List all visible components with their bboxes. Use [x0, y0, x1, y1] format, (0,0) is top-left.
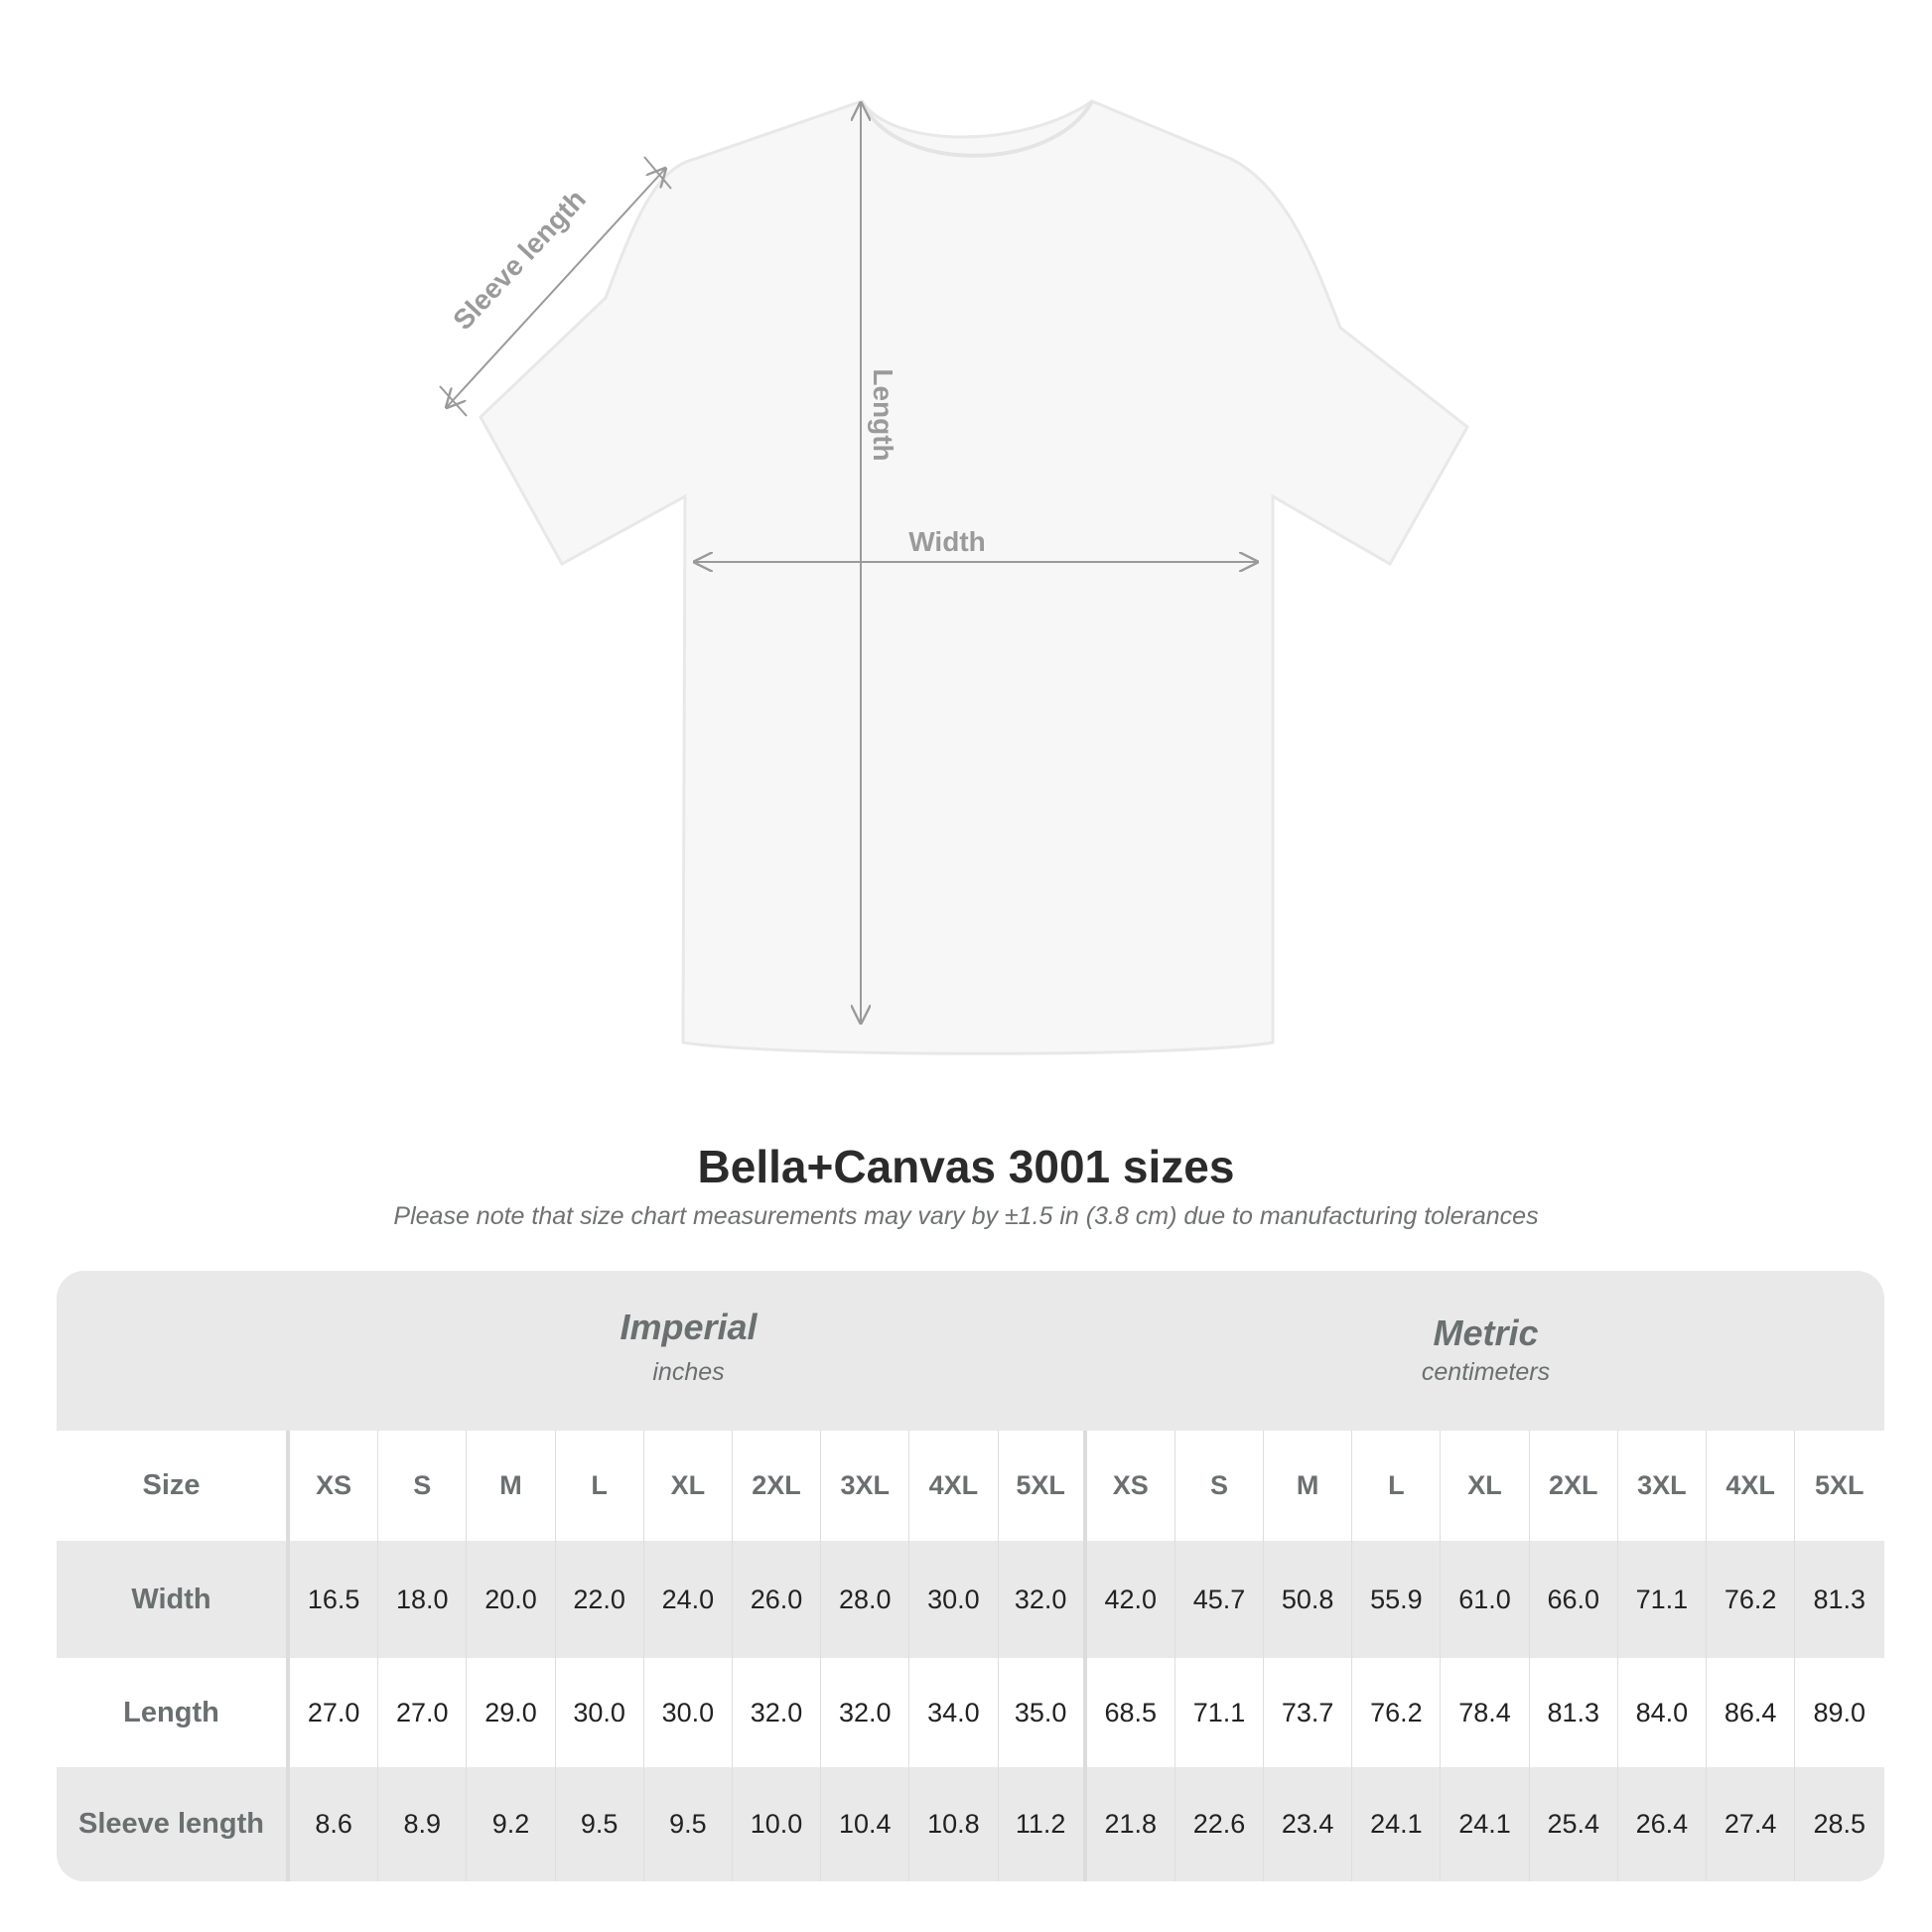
- imperial-cell: 30.0: [909, 1541, 999, 1658]
- metric-cell: 66.0: [1530, 1541, 1618, 1658]
- imperial-cell: 9.5: [556, 1767, 644, 1881]
- metric-title: Metric: [1433, 1312, 1539, 1353]
- metric-cell: 45.7: [1175, 1541, 1265, 1658]
- row-label: Width: [57, 1541, 290, 1658]
- imperial-header: Imperial inches: [290, 1271, 1087, 1431]
- imperial-cell: 9.2: [467, 1767, 556, 1881]
- metric-cell: 71.1: [1175, 1658, 1265, 1767]
- metric-cell: 27.4: [1707, 1767, 1796, 1881]
- imperial-cell: 35.0: [999, 1658, 1087, 1767]
- table-row: Length 27.0 27.0 29.0 30.0 30.0 32.0 32.0 34.0 35…: [57, 1658, 1884, 1767]
- imperial-cell: 30.0: [556, 1658, 644, 1767]
- imperial-cell: 27.0: [378, 1658, 468, 1767]
- metric-size-header: XL: [1441, 1431, 1530, 1541]
- metric-cell: 42.0: [1087, 1541, 1175, 1658]
- metric-header: Metric centimeters: [1087, 1271, 1884, 1431]
- metric-cell: 76.2: [1707, 1541, 1796, 1658]
- width-label: Width: [908, 526, 986, 557]
- metric-cell: 50.8: [1264, 1541, 1353, 1658]
- metric-cell: 71.1: [1618, 1541, 1707, 1658]
- tshirt-collar: [860, 100, 1094, 158]
- metric-cell: 28.5: [1813, 1809, 1866, 1839]
- imperial-cell: 10.4: [821, 1767, 910, 1881]
- metric-size-header: XS: [1087, 1431, 1175, 1541]
- imperial-cell: 30.0: [644, 1658, 733, 1767]
- imperial-size-header: S: [378, 1431, 468, 1541]
- metric-cell: 55.9: [1352, 1541, 1442, 1658]
- imperial-cell: 29.0: [467, 1658, 556, 1767]
- imperial-cell: 18.0: [378, 1541, 468, 1658]
- imperial-cell: 16.5: [290, 1541, 379, 1658]
- metric-cell: 25.4: [1530, 1767, 1618, 1881]
- imperial-cell: 34.0: [909, 1658, 999, 1767]
- size-header-row: Size XS S M L XL 2XL 3XL 4XL 5XL XS S M L XL 2XL 3XL 4XL 5…: [57, 1431, 1884, 1541]
- imperial-size-header: 5XL: [999, 1431, 1087, 1541]
- metric-cell: 61.0: [1441, 1541, 1530, 1658]
- tolerance-note: Please note that size chart measurements…: [393, 1202, 1539, 1230]
- metric-cell: 81.3: [1813, 1584, 1866, 1614]
- length-label: Length: [868, 368, 898, 461]
- size-table: Imperial inches Metric centimeters Size X…: [57, 1271, 1884, 1881]
- metric-size-header: 3XL: [1618, 1431, 1707, 1541]
- chart-title: Bella+Canvas 3001 sizes: [697, 1141, 1235, 1192]
- metric-cell: 86.4: [1707, 1658, 1796, 1767]
- metric-cell: 23.4: [1264, 1767, 1353, 1881]
- imperial-cell: 24.0: [644, 1541, 733, 1658]
- row-label: Length: [57, 1658, 290, 1767]
- table-row: Sleeve length 8.6 8.9 9.2 9.5 9.5 10.0 10.4 10.8…: [57, 1767, 1884, 1881]
- imperial-cell: 27.0: [290, 1658, 379, 1767]
- metric-cell: 76.2: [1352, 1658, 1442, 1767]
- metric-size-header: 5XL: [1815, 1470, 1864, 1500]
- metric-cell: 81.3: [1530, 1658, 1618, 1767]
- imperial-title: Imperial: [620, 1307, 758, 1347]
- imperial-size-header: 3XL: [821, 1431, 910, 1541]
- imperial-size-header: M: [467, 1431, 556, 1541]
- tshirt-diagram: Sleeve length Length Width: [439, 99, 1469, 1055]
- imperial-cell: 32.0: [821, 1658, 910, 1767]
- imperial-cell: 28.0: [821, 1541, 910, 1658]
- imperial-cell: 32.0: [999, 1541, 1087, 1658]
- metric-cell: 84.0: [1618, 1658, 1707, 1767]
- sleeve-length-label: Sleeve length: [447, 184, 592, 336]
- metric-cell: 21.8: [1087, 1767, 1175, 1881]
- row-label: Sleeve length: [57, 1767, 290, 1881]
- imperial-cell: 10.0: [733, 1767, 822, 1881]
- metric-cell: 26.4: [1618, 1767, 1707, 1881]
- metric-cell: 73.7: [1264, 1658, 1353, 1767]
- tshirt-shape: [479, 99, 1469, 1055]
- metric-cell: 22.6: [1175, 1767, 1265, 1881]
- imperial-cell: 11.2: [999, 1767, 1087, 1881]
- metric-size-header: M: [1264, 1431, 1353, 1541]
- metric-size-header: L: [1352, 1431, 1442, 1541]
- imperial-cell: 9.5: [644, 1767, 733, 1881]
- imperial-cell: 32.0: [733, 1658, 822, 1767]
- imperial-cell: 10.8: [909, 1767, 999, 1881]
- imperial-cell: 22.0: [556, 1541, 644, 1658]
- row-label: Size: [57, 1431, 290, 1541]
- metric-size-header: 4XL: [1707, 1431, 1796, 1541]
- metric-cell: 89.0: [1813, 1697, 1866, 1727]
- metric-size-header: S: [1175, 1431, 1265, 1541]
- metric-size-header: 2XL: [1530, 1431, 1618, 1541]
- metric-cell: 24.1: [1441, 1767, 1530, 1881]
- metric-cell: 24.1: [1352, 1767, 1442, 1881]
- imperial-size-header: XS: [290, 1431, 379, 1541]
- imperial-size-header: L: [556, 1431, 644, 1541]
- metric-cell: 68.5: [1087, 1658, 1175, 1767]
- imperial-cell: 8.6: [290, 1767, 379, 1881]
- table-row: Width 16.5 18.0 20.0 22.0 24.0 26.0 28.0 30.0 32.…: [57, 1541, 1884, 1658]
- metric-cell: 78.4: [1441, 1658, 1530, 1767]
- imperial-cell: 20.0: [467, 1541, 556, 1658]
- imperial-size-header: XL: [644, 1431, 733, 1541]
- imperial-size-header: 4XL: [909, 1431, 999, 1541]
- imperial-size-header: 2XL: [733, 1431, 822, 1541]
- imperial-unit: inches: [652, 1358, 725, 1386]
- imperial-cell: 8.9: [378, 1767, 468, 1881]
- sleeve-measure-line: [447, 169, 665, 407]
- metric-unit: centimeters: [1421, 1358, 1551, 1386]
- imperial-cell: 26.0: [733, 1541, 822, 1658]
